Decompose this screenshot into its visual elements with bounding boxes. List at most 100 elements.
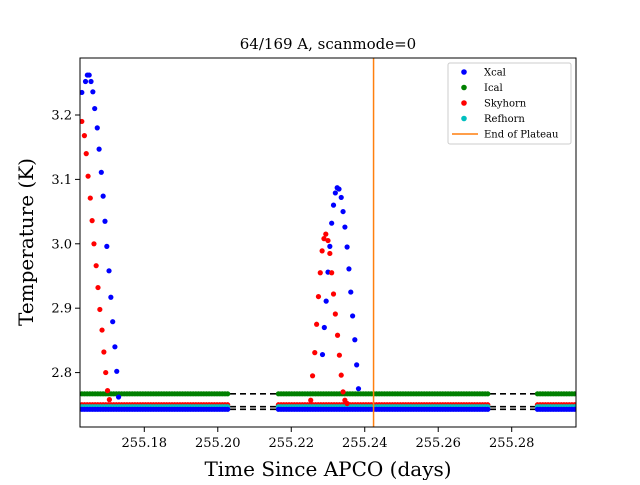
legend-box xyxy=(447,62,572,145)
data-point-xcal xyxy=(108,294,114,300)
data-point-skyhorn xyxy=(319,248,325,254)
data-point-xcal xyxy=(348,289,354,295)
legend-label-ical: Ical xyxy=(484,83,503,94)
x-tick-label: 255.18 xyxy=(122,436,168,451)
data-point-xcal xyxy=(346,266,352,272)
data-point-skyhorn xyxy=(340,389,346,395)
legend-marker-xcal xyxy=(461,69,467,75)
axis-ticks: 255.18 255.20 255.22 255.24 255.26 255.28 2.8 2… xyxy=(51,108,534,451)
data-point-xcal xyxy=(104,243,110,249)
x-tick-label: 255.26 xyxy=(415,436,461,451)
data-point-skyhorn xyxy=(80,118,85,125)
legend-marker-refhorn xyxy=(461,115,467,122)
data-point-xcal xyxy=(106,268,112,274)
data-point-skyhorn xyxy=(327,250,333,257)
data-point-skyhorn xyxy=(85,173,91,179)
data-point-skyhorn xyxy=(344,400,350,407)
data-point-skyhorn xyxy=(103,369,109,376)
data-point-skyhorn xyxy=(321,236,327,242)
data-point-skyhorn xyxy=(312,350,318,356)
data-point-skyhorn xyxy=(101,349,107,355)
data-point-skyhorn xyxy=(336,352,342,358)
data-point-skyhorn xyxy=(106,397,112,403)
data-point-xcal xyxy=(338,194,344,201)
data-point-xcal xyxy=(90,89,96,95)
legend-marker-skyhorn xyxy=(461,100,467,106)
data-point-xcal xyxy=(114,368,120,374)
data-point-skyhorn xyxy=(95,284,101,291)
data-point-skyhorn xyxy=(330,291,337,297)
plot-frame xyxy=(79,57,577,428)
data-point-xcal xyxy=(321,324,327,331)
data-point-skyhorn xyxy=(334,332,341,338)
data-point-xcal xyxy=(340,208,346,215)
data-point-skyhorn xyxy=(91,241,97,247)
legend: Xcal Ical Skyhorn Refhorn End of Plateau xyxy=(447,62,572,145)
data-point-skyhorn xyxy=(325,237,331,244)
data-point-xcal xyxy=(354,362,360,368)
data-point-skyhorn xyxy=(317,270,323,276)
y-tick-label: 2.9 xyxy=(51,302,72,317)
data-point-xcal xyxy=(92,105,98,112)
legend-label-refhorn: Refhorn xyxy=(484,114,525,125)
y-tick-label: 3.0 xyxy=(51,237,72,252)
x-axis-label: Time Since APCO (days) xyxy=(204,457,451,480)
data-point-skyhorn xyxy=(323,231,329,237)
data-point-xcal xyxy=(102,218,108,224)
data-point-xcal xyxy=(98,169,104,175)
x-tick-label: 255.20 xyxy=(195,436,241,451)
x-tick-label: 255.28 xyxy=(489,436,535,451)
chart-title: 64/169 A, scanmode=0 xyxy=(240,35,416,53)
data-point-xcal xyxy=(115,394,122,400)
data-point-xcal xyxy=(86,72,92,78)
data-point-xcal xyxy=(82,78,89,85)
data-point-skyhorn xyxy=(93,263,99,269)
data-point-skyhorn xyxy=(81,132,88,139)
legend-label-end-of-plateau: End of Plateau xyxy=(484,130,559,141)
data-point-xcal xyxy=(96,146,102,152)
data-point-xcal xyxy=(110,319,116,325)
y-tick-label: 3.2 xyxy=(51,108,72,123)
data-point-xcal xyxy=(80,89,85,96)
data-point-skyhorn xyxy=(338,372,344,378)
data-point-skyhorn xyxy=(329,270,335,276)
data-point-skyhorn xyxy=(308,397,314,403)
data-point-xcal xyxy=(344,244,350,250)
data-point-skyhorn xyxy=(83,151,89,157)
y-tick-label: 2.8 xyxy=(51,366,72,381)
data-point-xcal xyxy=(330,202,337,208)
x-tick-label: 255.24 xyxy=(342,436,388,451)
data-point-skyhorn xyxy=(87,195,93,201)
data-point-xcal xyxy=(94,125,100,131)
data-point-xcal xyxy=(336,186,342,192)
data-point-skyhorn xyxy=(332,311,338,317)
data-point-xcal xyxy=(342,224,348,230)
data-point-xcal xyxy=(332,190,338,196)
data-point-skyhorn xyxy=(104,388,111,394)
data-point-xcal xyxy=(355,386,362,392)
data-point-skyhorn xyxy=(99,327,105,333)
data-point-skyhorn xyxy=(89,218,95,224)
data-points xyxy=(80,72,362,407)
data-point-xcal xyxy=(319,351,326,358)
data-point-xcal xyxy=(327,243,333,249)
data-point-xcal xyxy=(352,337,358,343)
data-point-xcal xyxy=(88,78,94,85)
x-tick-label: 255.22 xyxy=(269,436,315,451)
data-point-xcal xyxy=(329,220,335,226)
legend-label-xcal: Xcal xyxy=(484,68,506,79)
legend-marker-ical xyxy=(461,84,467,91)
data-point-xcal xyxy=(112,344,118,350)
data-point-xcal xyxy=(100,193,106,199)
data-point-xcal xyxy=(323,298,329,304)
data-point-skyhorn xyxy=(97,306,103,313)
data-point-skyhorn xyxy=(314,321,320,327)
data-point-skyhorn xyxy=(309,373,316,379)
y-tick-label: 3.1 xyxy=(51,173,72,188)
plateau-markers xyxy=(80,391,576,412)
y-axis-label: Temperature (K) xyxy=(14,158,38,326)
data-point-skyhorn xyxy=(315,293,322,300)
legend-label-skyhorn: Skyhorn xyxy=(484,99,527,110)
